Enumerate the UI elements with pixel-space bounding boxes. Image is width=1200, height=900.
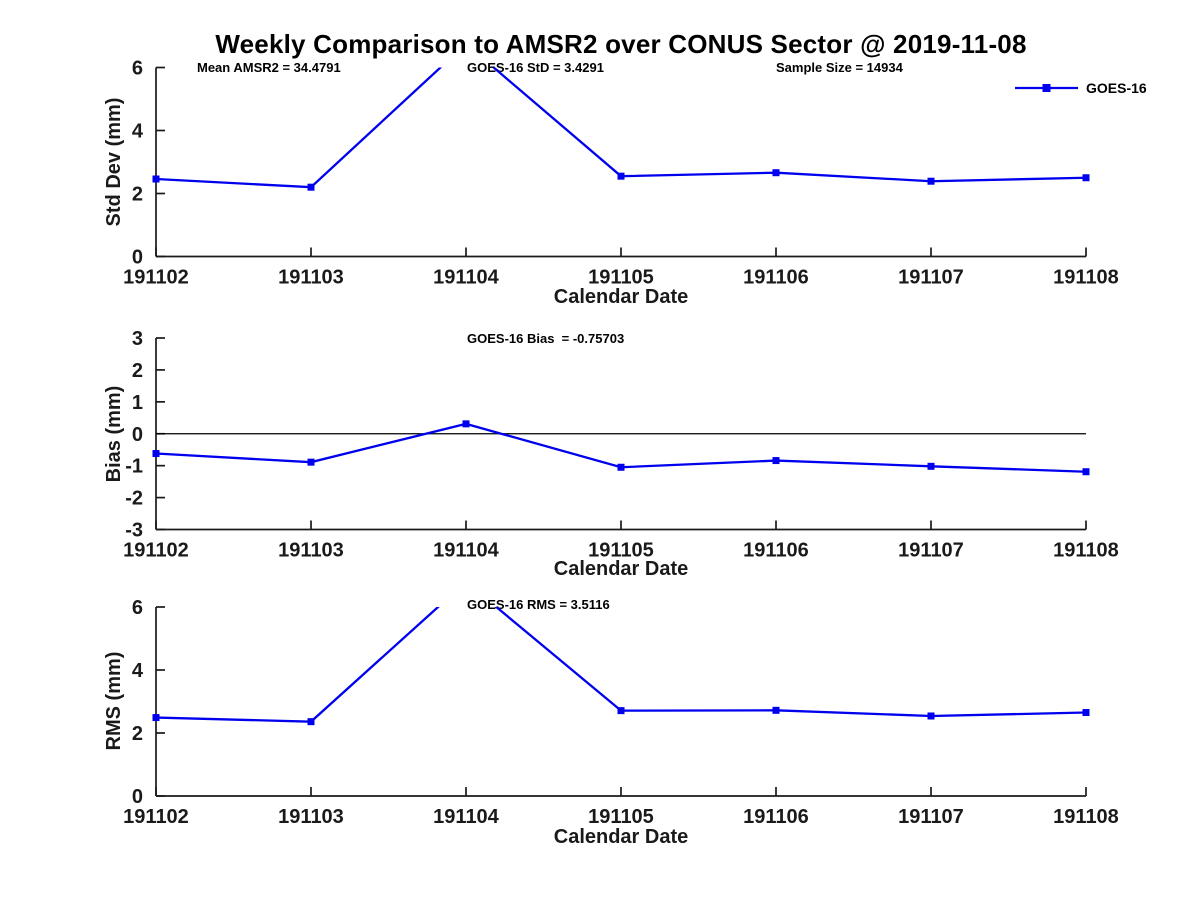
- x-tick-label: 191102: [123, 267, 189, 289]
- x-tick-label: 191106: [743, 267, 809, 289]
- y-tick-label: 0: [132, 247, 143, 269]
- x-tick-label: 191105: [588, 267, 654, 289]
- xlabel-bias: Calendar Date: [553, 558, 689, 580]
- x-tick-label: 191105: [588, 806, 654, 828]
- data-point-marker: [617, 172, 625, 180]
- x-tick-label: 191104: [433, 806, 500, 828]
- y-tick-label: 4: [132, 121, 144, 143]
- data-point-marker: [927, 712, 935, 720]
- data-point-marker: [152, 175, 160, 183]
- data-point-marker: [1082, 709, 1090, 717]
- data-line: [155, 67, 1087, 189]
- ylabel-rms: RMS (mm): [103, 651, 125, 751]
- data-point-marker: [927, 462, 935, 470]
- x-tick-label: 191103: [278, 540, 344, 562]
- data-point-marker: [462, 420, 470, 428]
- annotation-goes16-bias: GOES-16 Bias = -0.75703: [467, 331, 625, 346]
- data-point-marker: [307, 183, 315, 191]
- x-tick-label: 191103: [278, 806, 344, 828]
- x-tick-label: 191107: [898, 267, 964, 289]
- data-point-marker: [772, 169, 780, 177]
- x-tick-label: 191105: [588, 540, 654, 562]
- data-point-marker: [772, 457, 780, 465]
- y-tick-label: 4: [132, 660, 144, 682]
- x-tick-label: 191107: [898, 540, 964, 562]
- annotation-mean-amsr2: Mean AMSR2 = 34.4791: [197, 60, 341, 75]
- x-tick-label: 191106: [743, 540, 809, 562]
- y-tick-label: 6: [132, 597, 143, 619]
- y-tick-label: 6: [132, 58, 143, 80]
- y-tick-label: 2: [132, 723, 143, 745]
- y-tick-label: 3: [132, 328, 143, 350]
- data-point-marker: [307, 458, 315, 466]
- data-point-marker: [307, 718, 315, 726]
- legend-marker-sample: [1042, 84, 1051, 92]
- y-tick-label: -1: [125, 456, 143, 478]
- xlabel-std-dev: Calendar Date: [553, 286, 689, 308]
- x-tick-label: 191104: [433, 540, 500, 562]
- data-point-marker: [152, 714, 160, 722]
- ylabel-std-dev: Std Dev (mm): [103, 97, 125, 227]
- x-tick-label: 191108: [1053, 806, 1119, 828]
- x-tick-label: 191108: [1053, 267, 1119, 289]
- data-line: [155, 607, 1087, 723]
- data-point-marker: [927, 177, 935, 185]
- xlabel-rms: Calendar Date: [553, 826, 689, 848]
- x-tick-label: 191107: [898, 806, 964, 828]
- x-tick-label: 191103: [278, 267, 344, 289]
- annotation-goes16-rms: GOES-16 RMS = 3.5116: [467, 597, 610, 612]
- figure-title: Weekly Comparison to AMSR2 over CONUS Se…: [215, 29, 1027, 59]
- legend-label: GOES-16: [1086, 80, 1147, 96]
- x-tick-label: 191102: [123, 806, 189, 828]
- x-tick-label: 191108: [1053, 540, 1119, 562]
- y-tick-label: 0: [132, 424, 143, 446]
- y-tick-label: -3: [125, 520, 143, 542]
- x-tick-label: 191104: [433, 267, 500, 289]
- x-tick-label: 191106: [743, 806, 809, 828]
- y-tick-label: -2: [125, 488, 143, 510]
- annotation-sample-size: Sample Size = 14934: [776, 60, 903, 75]
- y-tick-label: 1: [132, 392, 143, 414]
- data-point-marker: [617, 463, 625, 471]
- data-point-marker: [772, 706, 780, 714]
- y-tick-label: 2: [132, 360, 143, 382]
- x-tick-label: 191102: [123, 540, 189, 562]
- data-point-marker: [617, 707, 625, 715]
- y-tick-label: 0: [132, 786, 143, 808]
- data-point-marker: [1082, 174, 1090, 182]
- ylabel-bias: Bias (mm): [103, 385, 125, 483]
- data-point-marker: [152, 450, 160, 458]
- y-tick-label: 2: [132, 184, 143, 206]
- data-point-marker: [1082, 468, 1090, 476]
